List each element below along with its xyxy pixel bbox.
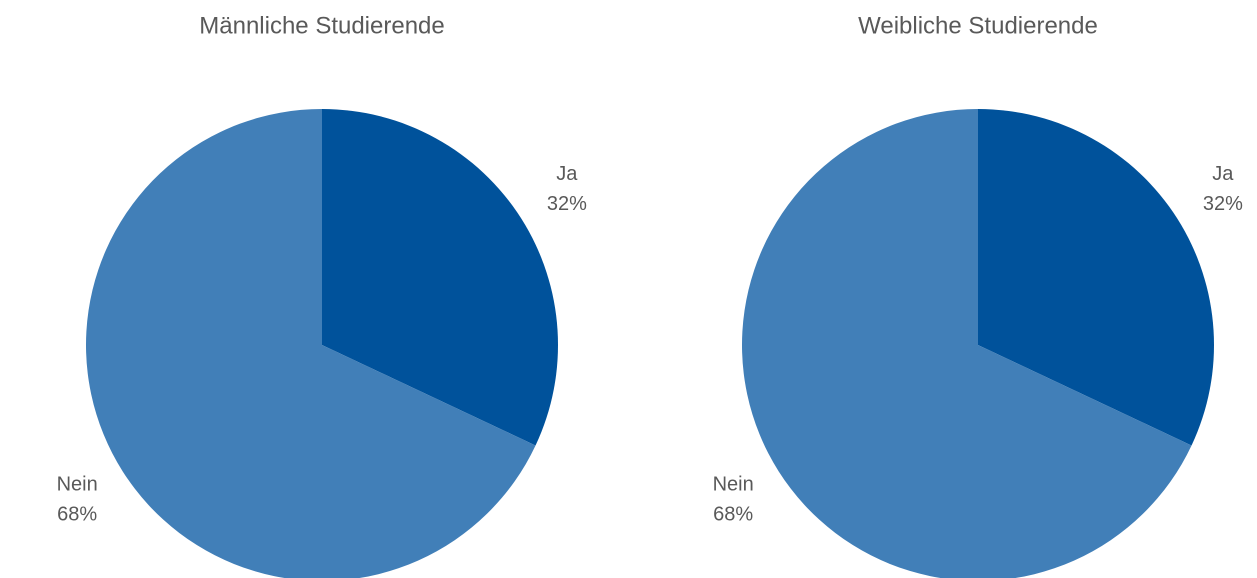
slice-category-label: Ja [1212, 163, 1234, 185]
pie-slice [742, 109, 1192, 578]
slice-value-label: 32% [1203, 193, 1243, 215]
slice-category-label: Ja [556, 163, 578, 185]
slice-value-label: 68% [57, 504, 97, 526]
slice-category-label: Nein [57, 474, 98, 496]
slice-category-label: Nein [713, 474, 754, 496]
slice-value-label: 32% [547, 193, 587, 215]
pie-slice [86, 109, 536, 578]
pie-slice [978, 109, 1214, 446]
chart-title: Männliche Studierende [199, 12, 445, 39]
pie-slice [322, 109, 558, 446]
slice-value-label: 68% [713, 504, 753, 526]
chart-title: Weibliche Studierende [858, 12, 1098, 39]
